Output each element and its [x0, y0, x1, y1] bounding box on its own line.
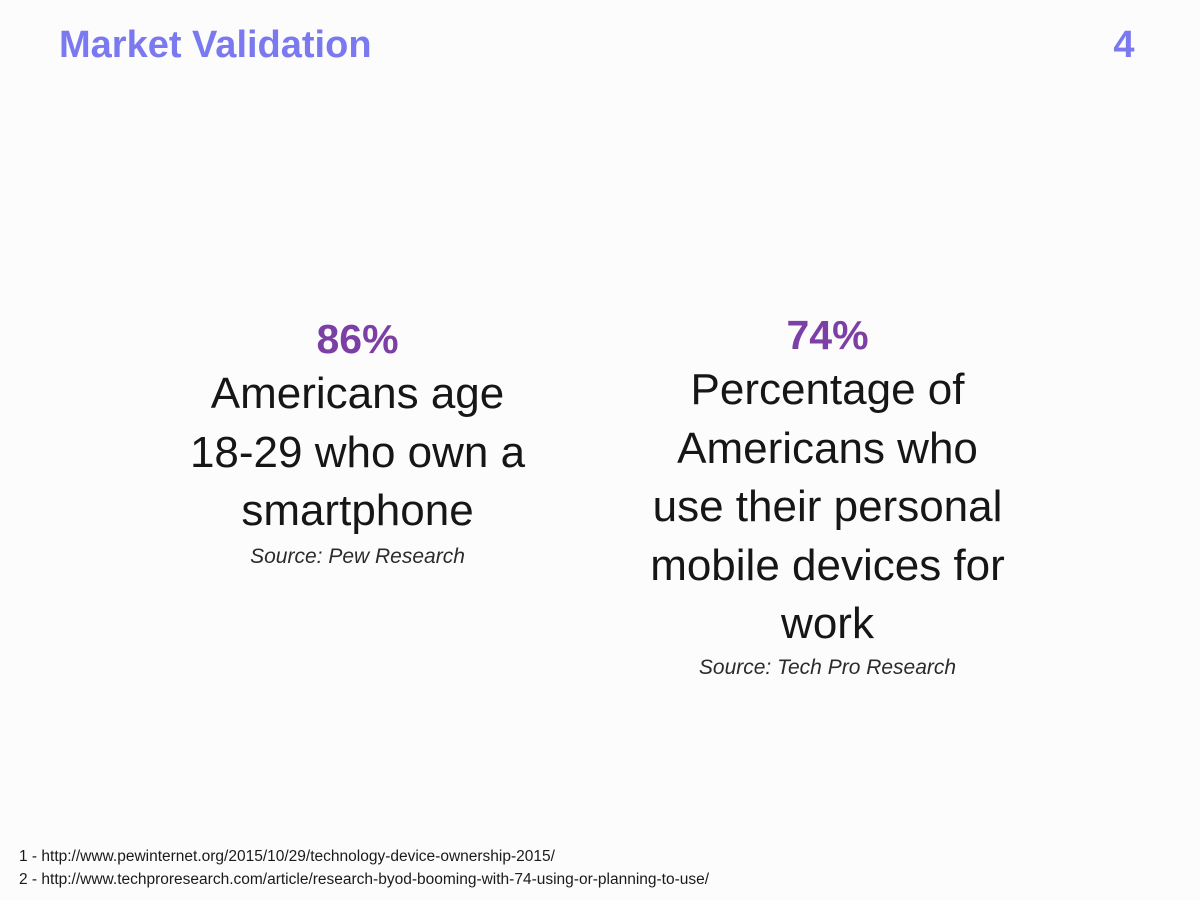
stat-block-smartphone-ownership: 86% Americans age 18-29 who own a smartp… [150, 313, 565, 569]
stat-description: Americans age 18-29 who own a smartphone [150, 365, 565, 541]
stat-description: Percentage of Americans who use their pe… [605, 361, 1050, 654]
stat-description-line: Americans who [677, 423, 978, 473]
stat-source: Source: Tech Pro Research [698, 655, 957, 679]
stat-value: 86% [316, 316, 399, 362]
stat-block-byod-usage: 74% Percentage of Americans who use thei… [605, 309, 1050, 680]
page-number: 4 [1113, 24, 1135, 66]
footnote-1: 1 - http://www.pewinternet.org/2015/10/2… [19, 848, 555, 865]
stat-description-line: Americans age [210, 369, 505, 418]
stat-description-line: smartphone [241, 486, 474, 535]
stat-value: 74% [786, 312, 869, 358]
slide-title: Market Validation [59, 24, 372, 66]
stat-description-line: Percentage of [690, 365, 965, 414]
stat-description-line: work [781, 599, 874, 648]
stat-description-line: mobile devices for [650, 540, 1005, 590]
stat-description-line: use their personal [652, 482, 1003, 531]
stat-source: Source: Pew Research [250, 544, 465, 568]
footnotes: 1 - http://www.pewinternet.org/2015/10/2… [19, 845, 709, 891]
stat-description-line: 18-29 who own a [189, 427, 526, 477]
footnote-2: 2 - http://www.techproresearch.com/artic… [19, 871, 710, 888]
